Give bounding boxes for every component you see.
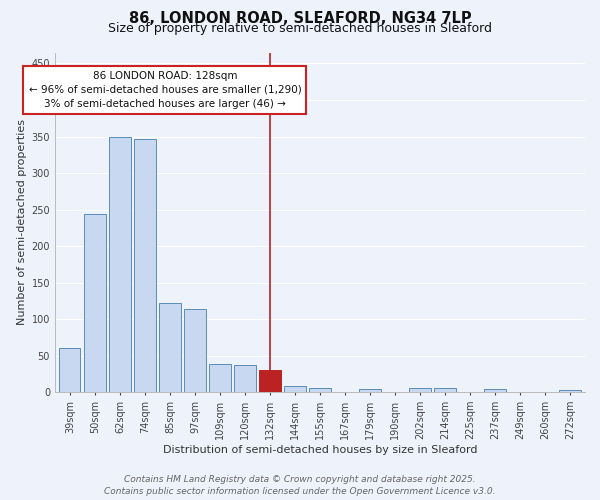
Y-axis label: Number of semi-detached properties: Number of semi-detached properties <box>17 120 27 326</box>
Bar <box>409 388 431 392</box>
Bar <box>484 388 506 392</box>
Bar <box>310 388 331 392</box>
Bar <box>159 303 181 392</box>
Text: 86, LONDON ROAD, SLEAFORD, NG34 7LP: 86, LONDON ROAD, SLEAFORD, NG34 7LP <box>128 11 472 26</box>
Bar <box>209 364 230 392</box>
Bar <box>234 364 256 392</box>
X-axis label: Distribution of semi-detached houses by size in Sleaford: Distribution of semi-detached houses by … <box>163 445 477 455</box>
Bar <box>259 370 281 392</box>
Bar <box>284 386 305 392</box>
Bar <box>559 390 581 392</box>
Text: Size of property relative to semi-detached houses in Sleaford: Size of property relative to semi-detach… <box>108 22 492 35</box>
Bar <box>59 348 80 393</box>
Bar <box>184 309 206 392</box>
Bar <box>109 138 131 392</box>
Bar <box>134 140 155 392</box>
Text: Contains HM Land Registry data © Crown copyright and database right 2025.
Contai: Contains HM Land Registry data © Crown c… <box>104 474 496 496</box>
Bar <box>359 388 380 392</box>
Text: 86 LONDON ROAD: 128sqm
← 96% of semi-detached houses are smaller (1,290)
3% of s: 86 LONDON ROAD: 128sqm ← 96% of semi-det… <box>29 71 301 109</box>
Bar <box>434 388 455 392</box>
Bar <box>84 214 106 392</box>
